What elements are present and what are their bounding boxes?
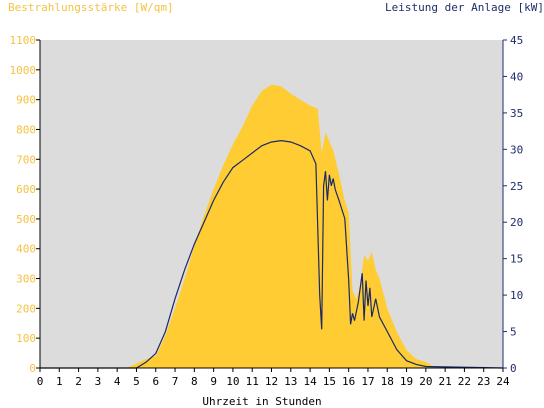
- x-tick-label: 11: [246, 375, 259, 388]
- x-tick-label: 4: [114, 375, 121, 388]
- y-left-tick-label: 700: [16, 153, 36, 166]
- x-tick-label: 2: [75, 375, 82, 388]
- x-tick-label: 18: [381, 375, 394, 388]
- x-tick-label: 1: [56, 375, 63, 388]
- x-tick-label: 21: [439, 375, 452, 388]
- right-axis-title: Leistung der Anlage [kW]: [385, 1, 544, 14]
- x-tick-label: 8: [191, 375, 198, 388]
- y-left-tick-label: 1000: [10, 64, 37, 77]
- x-tick-label: 22: [458, 375, 471, 388]
- x-tick-label: 12: [265, 375, 278, 388]
- y-left-tick-label: 500: [16, 213, 36, 226]
- x-tick-label: 19: [400, 375, 413, 388]
- y-left-tick-label: 400: [16, 243, 36, 256]
- x-tick-label: 23: [477, 375, 490, 388]
- y-right-tick-label: 20: [510, 216, 523, 229]
- x-tick-label: 10: [226, 375, 239, 388]
- x-tick-label: 0: [37, 375, 44, 388]
- y-left-tick-label: 200: [16, 302, 36, 315]
- y-right-tick-label: 30: [510, 143, 523, 156]
- irradiance-area: [40, 84, 503, 368]
- x-tick-label: 16: [342, 375, 355, 388]
- x-tick-label: 5: [133, 375, 140, 388]
- x-tick-label: 14: [303, 375, 317, 388]
- x-tick-label: 3: [95, 375, 102, 388]
- x-tick-label: 6: [152, 375, 159, 388]
- y-left-tick-label: 100: [16, 332, 36, 345]
- x-tick-label: 9: [210, 375, 217, 388]
- y-left-tick-label: 300: [16, 273, 36, 286]
- y-left-tick-label: 900: [16, 94, 36, 107]
- left-axis-title: Bestrahlungsstärke [W/qm]: [8, 1, 174, 14]
- x-tick-label: 24: [496, 375, 510, 388]
- y-left-tick-label: 0: [29, 362, 36, 375]
- y-right-tick-label: 15: [510, 253, 523, 266]
- x-tick-label: 13: [284, 375, 297, 388]
- y-right-tick-label: 10: [510, 289, 523, 302]
- y-right-tick-label: 25: [510, 180, 523, 193]
- y-right-tick-label: 40: [510, 70, 523, 83]
- x-axis-title: Uhrzeit in Stunden: [202, 395, 321, 408]
- y-left-tick-label: 600: [16, 183, 36, 196]
- y-left-tick-label: 1100: [10, 34, 37, 47]
- y-right-tick-label: 45: [510, 34, 523, 47]
- y-right-tick-label: 5: [510, 326, 517, 339]
- x-tick-label: 15: [323, 375, 336, 388]
- x-tick-label: 20: [419, 375, 432, 388]
- power-line: [40, 139, 504, 369]
- y-right-tick-label: 0: [510, 362, 517, 375]
- y-left-tick-label: 800: [16, 123, 36, 136]
- x-tick-label: 7: [172, 375, 179, 388]
- x-tick-label: 17: [361, 375, 374, 388]
- y-right-tick-label: 35: [510, 107, 523, 120]
